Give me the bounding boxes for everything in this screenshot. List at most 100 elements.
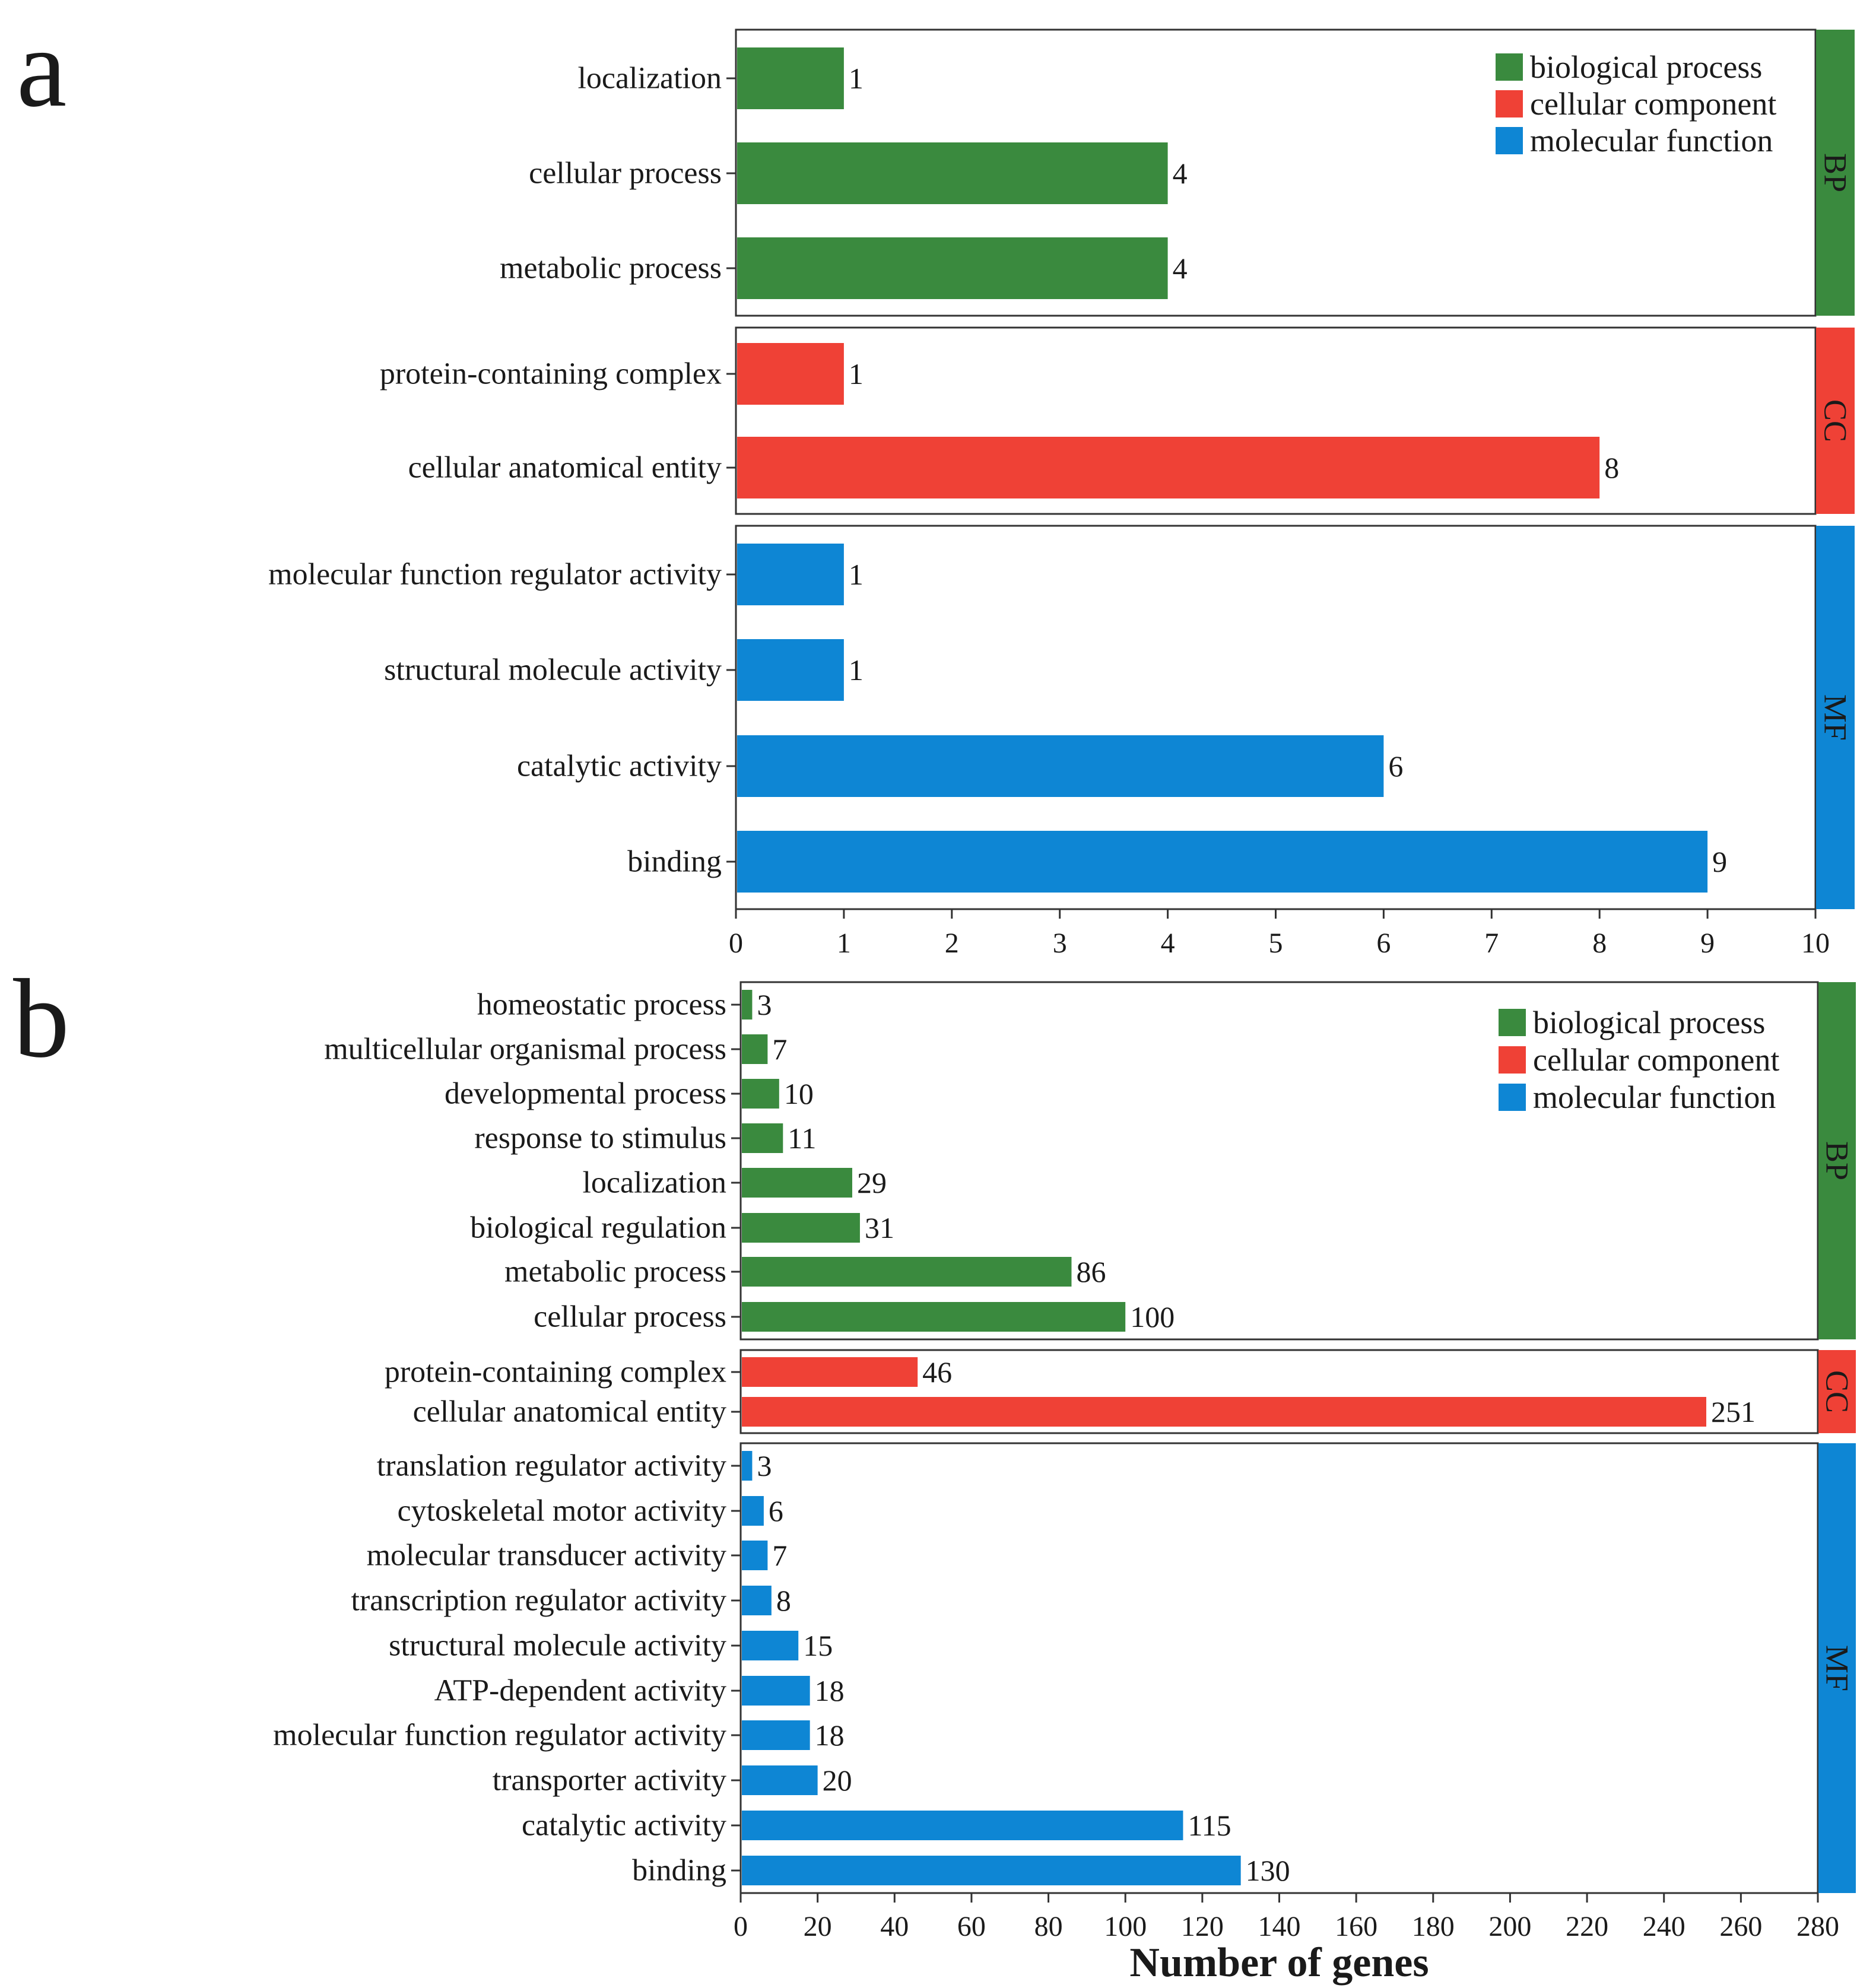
category-label: response to stimulus [474, 1122, 726, 1155]
category-label: structural molecule activity [389, 1629, 726, 1663]
bar-value-label: 100 [1130, 1300, 1175, 1333]
legend-label: molecular function [1533, 1079, 1776, 1115]
bar-value-label: 251 [1711, 1395, 1756, 1428]
bar-value-label: 15 [803, 1629, 833, 1662]
bar-value-label: 1 [849, 357, 864, 390]
group-mf: MF translation regulator activity 3 cytoske… [273, 1442, 1856, 1894]
bar [742, 1586, 772, 1615]
bar-value-label: 4 [1173, 157, 1188, 190]
group-bp: BP localization 1 cellular process 4 metaboli… [500, 28, 1855, 317]
category-label: cellular anatomical entity [413, 1395, 726, 1429]
bar [742, 1676, 810, 1706]
x-tick-label: 260 [1719, 1911, 1762, 1942]
legend-label: biological process [1530, 49, 1762, 85]
x-tick-label: 5 [1269, 928, 1283, 959]
panel-label: a [17, 6, 66, 131]
x-tick-label: 120 [1181, 1911, 1224, 1942]
bar [737, 544, 844, 605]
bar [742, 1357, 918, 1387]
x-tick-label: 60 [957, 1911, 986, 1942]
category-label: structural molecule activity [384, 653, 722, 687]
x-tick-label: 280 [1796, 1911, 1839, 1942]
bar [742, 1257, 1072, 1287]
bar [742, 1720, 810, 1750]
bar [742, 1811, 1183, 1840]
category-label: molecular function regulator activity [268, 558, 722, 592]
bar-value-label: 1 [849, 558, 864, 591]
x-axis: 0 1 2 3 4 5 6 7 8 9 10 [729, 908, 1830, 959]
bar [737, 237, 1168, 299]
category-label: ATP-dependent activity [434, 1674, 726, 1708]
bar-value-label: 11 [788, 1122, 816, 1155]
x-tick-label: 1 [837, 928, 851, 959]
x-tick-label: 100 [1104, 1911, 1147, 1942]
bar [737, 735, 1384, 797]
bar [742, 1496, 764, 1526]
chart-panel-b: b BP homeostatic process 3 multicellular org… [13, 957, 1856, 1986]
bar [737, 343, 844, 405]
bar-value-label: 86 [1076, 1255, 1106, 1288]
group-strip-label: BP [1818, 153, 1853, 192]
category-label: metabolic process [500, 252, 722, 285]
legend-swatch [1499, 1084, 1526, 1111]
x-tick-label: 10 [1801, 928, 1830, 959]
bar-value-label: 7 [772, 1033, 787, 1066]
bar [742, 1541, 768, 1570]
x-tick-label: 180 [1412, 1911, 1455, 1942]
legend-swatch [1496, 53, 1523, 81]
bar-value-label: 8 [1604, 451, 1619, 484]
legend-label: biological process [1533, 1005, 1765, 1040]
x-tick-label: 9 [1700, 928, 1715, 959]
group-frame [735, 326, 1817, 515]
group-strip-label: BP [1820, 1141, 1855, 1180]
bar-value-label: 3 [757, 988, 772, 1021]
x-tick-label: 220 [1566, 1911, 1608, 1942]
x-tick-label: 4 [1161, 928, 1175, 959]
bar [737, 639, 844, 701]
group-strip [1818, 1350, 1856, 1433]
category-label: catalytic activity [522, 1809, 726, 1843]
bar-value-label: 1 [849, 653, 864, 687]
legend-swatch [1496, 127, 1523, 154]
bar [742, 990, 753, 1020]
panel-label: b [13, 957, 69, 1081]
x-tick-label: 40 [880, 1911, 909, 1942]
bar-value-label: 6 [1388, 750, 1403, 783]
bar-value-label: 10 [784, 1077, 814, 1110]
bar-value-label: 6 [769, 1494, 783, 1527]
bar [737, 142, 1168, 204]
x-tick-label: 80 [1034, 1911, 1063, 1942]
legend-label: molecular function [1530, 123, 1773, 158]
x-tick-label: 0 [734, 1911, 748, 1942]
bar-value-label: 3 [757, 1449, 772, 1482]
bar [742, 1451, 753, 1481]
bar [742, 1397, 1707, 1427]
bar-value-label: 9 [1712, 845, 1727, 878]
bar-value-label: 46 [922, 1355, 952, 1389]
group-strip [1818, 982, 1856, 1339]
category-label: molecular transducer activity [367, 1539, 726, 1573]
bar-value-label: 1 [849, 62, 864, 95]
x-axis-title: Number of genes [1129, 1940, 1429, 1986]
legend-swatch [1499, 1046, 1526, 1074]
group-strip-label: MF [1820, 1645, 1855, 1691]
x-tick-label: 2 [945, 928, 959, 959]
category-label: developmental process [445, 1077, 726, 1111]
category-label: multicellular organismal process [324, 1033, 726, 1066]
x-axis: 0 20 40 60 80 100 120 140 160 180 200 220 240 260 280 N… [734, 1892, 1839, 1986]
group-strip [1818, 1443, 1856, 1893]
category-label: cellular process [534, 1300, 726, 1334]
bar [742, 1856, 1241, 1885]
x-tick-label: 3 [1053, 928, 1067, 959]
category-label: biological regulation [470, 1211, 726, 1245]
bar-value-label: 130 [1246, 1854, 1290, 1887]
bar [737, 437, 1600, 498]
group-cc: CC protein-containing complex 1 cellular an… [380, 326, 1855, 515]
group-strip [1816, 30, 1855, 316]
bar-value-label: 115 [1188, 1809, 1231, 1842]
legend-swatch [1496, 90, 1523, 117]
bar [742, 1302, 1126, 1332]
x-tick-label: 240 [1643, 1911, 1685, 1942]
bar [742, 1123, 783, 1153]
